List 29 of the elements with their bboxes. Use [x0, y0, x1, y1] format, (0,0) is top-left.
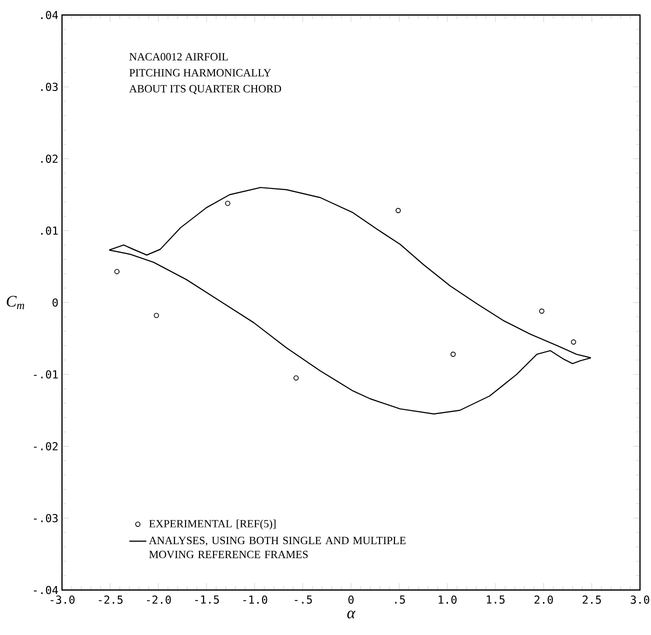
- annotation: NACA0012 AIRFOIL: [129, 53, 228, 60]
- y-tick-label: .01: [41, 226, 58, 235]
- y-tick-label: 0: [52, 298, 58, 307]
- x-tick-label: 0: [348, 596, 354, 604]
- y-tick-label: -.02: [34, 442, 58, 450]
- x-tick-label: 2.0: [534, 596, 553, 604]
- legend-label: EXPERIMENTAL [REF(5)]: [149, 520, 276, 530]
- x-tick-label: 2.5: [582, 596, 601, 604]
- x-axis-title: α: [347, 610, 356, 618]
- legend-label: ANALYSES, USING BOTH SINGLE AND MULTIPLE MOVING REFERENCE FRAMES: [148, 536, 406, 558]
- x-tick-label: 1.0: [438, 596, 457, 604]
- y-tick-label: -.04: [34, 586, 58, 594]
- y-tick-label: .04: [41, 10, 58, 20]
- x-tick-label: -2.5: [98, 596, 123, 604]
- x-tick-label: -3.0: [50, 596, 75, 604]
- x-tick-label: -1.5: [195, 596, 219, 604]
- x-tick-label: 1.5: [486, 596, 505, 604]
- annotation: ABOUT ITS QUARTER CHORD: [129, 85, 282, 94]
- x-tick-label: 3.0: [630, 596, 650, 604]
- y-tick-label: .02: [41, 154, 58, 163]
- y-axis-title: C$_{m}$: [6, 296, 24, 310]
- annotation: PITCHING HARMONICALLY: [129, 69, 272, 76]
- x-tick-label: .5: [395, 596, 405, 604]
- y-tick-label: -.03: [34, 514, 58, 522]
- y-tick-label: .03: [41, 82, 58, 92]
- x-tick-label: -2.0: [146, 596, 171, 604]
- x-tick-label: -1.0: [243, 596, 268, 604]
- y-tick-label: -.01: [34, 370, 58, 379]
- x-tick-label: -.5: [294, 596, 312, 604]
